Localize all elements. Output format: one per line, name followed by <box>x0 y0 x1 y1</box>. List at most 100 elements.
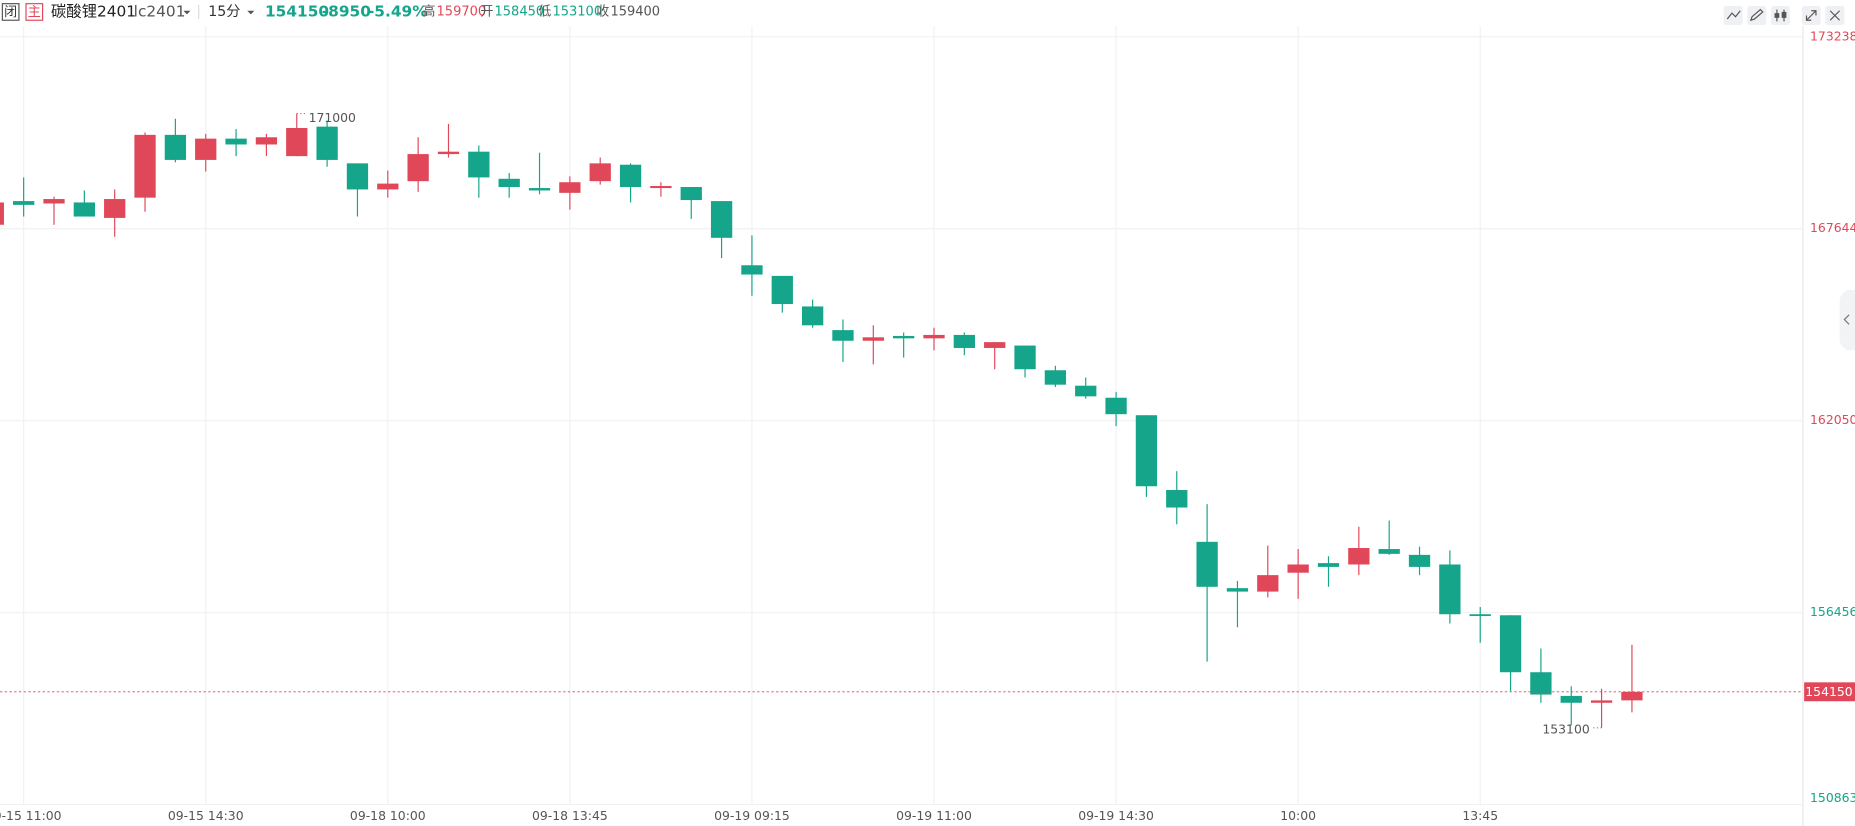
y-tick-label: 173238 <box>1810 28 1855 43</box>
candle-body <box>316 126 338 160</box>
high-value: 159700 <box>437 4 487 19</box>
candle-body <box>1469 614 1491 617</box>
candle-body <box>680 187 702 201</box>
candle-body <box>559 182 581 193</box>
candle-body <box>1317 563 1340 567</box>
candle-body <box>1530 672 1552 695</box>
last-price-label: 154150 <box>1805 684 1852 699</box>
candle-body <box>801 306 824 326</box>
candle-body <box>619 164 642 188</box>
min-annotation: 153100 <box>1542 722 1589 737</box>
candle-body <box>1226 588 1249 592</box>
candle-body <box>650 185 672 189</box>
prev-close-value: 159400 <box>610 4 660 19</box>
high-label: 高 <box>422 3 435 19</box>
candle-body <box>468 151 490 178</box>
badge-frame <box>25 3 44 21</box>
candle-body <box>164 134 187 160</box>
x-tick-label: 09-19 14:30 <box>1078 808 1154 823</box>
candle-body <box>862 337 884 341</box>
icon <box>1843 314 1850 325</box>
candle-body <box>1348 548 1370 565</box>
icon <box>1805 10 1817 21</box>
y-tick-label: 162050 <box>1810 412 1855 427</box>
x-tick-label: 13:45 <box>1462 808 1498 823</box>
candle-body <box>377 183 399 190</box>
candle-body <box>0 202 4 225</box>
price-change: -8950 <box>322 2 371 20</box>
candle-body <box>832 330 854 341</box>
x-tick-label: 09-18 10:00 <box>350 808 426 823</box>
last-price-box <box>1804 682 1855 702</box>
x-tick-label: 09-19 09:15 <box>714 808 790 823</box>
candle-body <box>1408 554 1431 567</box>
candle-body <box>407 154 429 182</box>
x-tick-label: 09-18 13:45 <box>532 808 608 823</box>
candle-body <box>13 201 35 205</box>
candle-body <box>953 334 975 348</box>
candle-body <box>1075 385 1097 397</box>
x-tick-label: 09-15 14:30 <box>168 808 244 823</box>
style-button[interactable] <box>1771 6 1790 25</box>
x-tick-label: 09-19 11:00 <box>896 808 972 823</box>
y-tick-label: 156456 <box>1810 604 1855 619</box>
indicator-button[interactable] <box>1723 6 1743 25</box>
candle-body <box>710 201 733 238</box>
candle-body <box>498 178 520 188</box>
candle-body <box>893 335 915 339</box>
candle-body <box>1196 541 1218 587</box>
grid <box>0 26 1803 806</box>
dropdown-caret[interactable] <box>183 10 191 15</box>
candle-body <box>73 202 95 217</box>
closed-badge: 闭 <box>4 5 17 20</box>
instrument-code[interactable]: lc2401 <box>134 2 186 20</box>
candle-body <box>255 137 278 145</box>
period[interactable]: 15分 <box>208 4 240 20</box>
candle-body <box>741 265 763 275</box>
candle-body <box>286 128 308 157</box>
candle-body <box>1135 415 1158 487</box>
y-tick-label: 150863 <box>1810 790 1855 805</box>
candle-body <box>528 188 551 191</box>
price-change-pct: -5.49% <box>368 2 428 20</box>
y-tick-label: 167644 <box>1810 220 1855 235</box>
candle-body <box>195 138 217 160</box>
candle-body <box>771 275 793 305</box>
badge-frame <box>1 3 20 21</box>
last-price: 154150 <box>265 2 329 20</box>
candle-body <box>134 134 156 198</box>
candle-body <box>1287 564 1309 573</box>
candle-body <box>104 199 126 218</box>
candle-body <box>1378 549 1400 554</box>
candle-body <box>437 151 460 155</box>
candle-body <box>1166 490 1188 508</box>
icon <box>1781 11 1787 18</box>
low-label: 低 <box>538 4 551 19</box>
instrument-name[interactable]: 碳酸锂2401 <box>51 2 136 20</box>
draw-button[interactable] <box>1747 6 1767 25</box>
dropdown-caret[interactable] <box>247 10 255 15</box>
candle-body <box>1105 397 1127 415</box>
candle-body <box>1590 700 1613 703</box>
candle-body <box>1560 695 1582 703</box>
open-value: 158450 <box>495 4 545 19</box>
icon <box>1726 10 1741 20</box>
open-label: 开 <box>480 4 493 19</box>
candle-body <box>984 342 1006 348</box>
candles <box>0 113 1643 728</box>
max-annotation: 171000 <box>309 110 356 125</box>
candle-body <box>225 138 247 145</box>
header: 闭 主 碳酸锂2401 lc2401 15分 154150 -8950 -5.4… <box>1 2 660 21</box>
x-tick-label: 09-15 11:00 <box>0 808 62 823</box>
candle-body <box>1044 370 1067 385</box>
candle-body <box>589 163 611 182</box>
candle-body <box>43 199 65 204</box>
candle-body <box>346 163 369 190</box>
toolbar <box>1723 6 1845 25</box>
candle-body <box>1439 564 1461 615</box>
side-panel-tab[interactable] <box>1839 289 1855 351</box>
main-badge: 主 <box>28 5 41 20</box>
x-tick-label: 10:00 <box>1280 808 1316 823</box>
icon <box>1774 13 1780 18</box>
